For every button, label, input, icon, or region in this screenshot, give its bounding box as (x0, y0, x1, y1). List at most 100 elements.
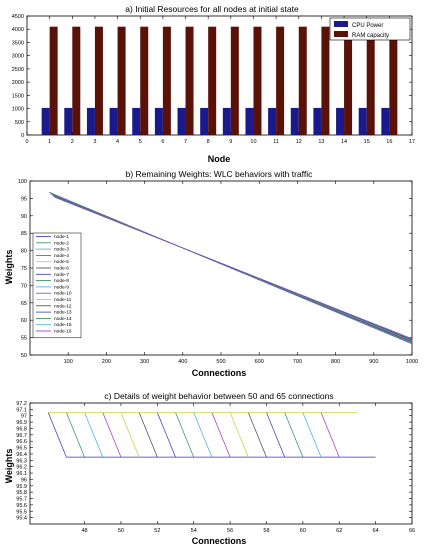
chart-a-xtick-label: 0 (25, 139, 28, 145)
chart-c-ytick-label: 96.6 (16, 439, 27, 445)
chart-b-xtick-label: 800 (331, 359, 340, 365)
chart-c-series-line (138, 412, 158, 458)
chart-a-ytick-label: 1500 (12, 93, 24, 99)
chart-a-ytick-label: 1000 (12, 107, 24, 113)
chart-a-legend (329, 17, 411, 41)
chart-b-ytick-label: 70 (21, 283, 27, 289)
chart-c-series-line (302, 412, 322, 458)
chart-a-ytick-label: 4500 (12, 14, 24, 20)
chart-a-bar-ram (276, 26, 285, 135)
chart-c-xtick-label: 66 (409, 528, 415, 534)
chart-c-ytick-label: 96.1 (16, 471, 27, 477)
chart-b-ytick-label: 60 (21, 318, 27, 324)
chart-b-legend-label: node-12 (54, 303, 72, 309)
chart-a-ytick-label: 3000 (12, 54, 24, 60)
chart-a-bar-cpu (132, 107, 141, 135)
chart-c-plot-area (29, 402, 413, 525)
chart-c-series-line (102, 412, 122, 458)
chart-a-bar-ram (140, 26, 149, 135)
chart-b-legend-label: node-2 (54, 240, 69, 246)
chart-b-legend (32, 232, 82, 339)
chart-c-xtick-label: 60 (300, 528, 306, 534)
chart-a-xtick-label: 11 (273, 139, 279, 145)
chart-a-xtick-label: 13 (318, 139, 324, 145)
chart-a-legend-swatch (334, 21, 348, 27)
chart-c-ytick-label: 95.6 (16, 503, 27, 509)
chart-b-legend-label: node-6 (54, 266, 69, 272)
chart-b-legend-label: node-10 (54, 291, 72, 297)
chart-a-bar-ram (185, 26, 194, 135)
chart-b: 100 200 300 400 500 600 700 800 900 1000 50 55 60 65 7… (18, 179, 418, 365)
chart-a-bar-cpu (290, 107, 299, 135)
chart-c-ytick-label: 96.5 (16, 446, 27, 452)
chart-c-xtick-label: 54 (191, 528, 197, 534)
chart-b-xtick-label: 1000 (406, 359, 418, 365)
chart-a-bar-ram (366, 26, 375, 135)
chart-a-bar-cpu (381, 107, 390, 135)
chart-a-bar-ram (298, 26, 307, 135)
chart-a-bar-ram (208, 26, 217, 135)
chart-b-ytick-label: 100 (18, 179, 27, 185)
chart-a-bar-ram (162, 26, 171, 135)
chart-b-xtick-label: 600 (255, 359, 264, 365)
chart-c-series-line (193, 412, 213, 458)
chart-b-ytick-label: 50 (21, 353, 27, 359)
chart-b-ylabel: Weights (4, 250, 14, 285)
chart-a-xtick-label: 14 (341, 139, 347, 145)
chart-a-bar-ram (344, 26, 353, 135)
chart-a-xtick-label: 6 (161, 139, 164, 145)
chart-a-xtick-label: 15 (364, 139, 370, 145)
chart-a-xtick-label: 17 (409, 139, 415, 145)
chart-b-ytick-label: 55 (21, 336, 27, 342)
chart-c-xtick-label: 52 (154, 528, 160, 534)
chart-c-series-line (175, 412, 195, 458)
chart-c: 48 50 52 54 56 58 60 62 64 66 95.495.595.695.795.8… (16, 401, 415, 534)
chart-c-series-line (47, 412, 376, 458)
chart-c-ytick-label: 96.3 (16, 458, 27, 464)
chart-c-series-line (120, 412, 140, 458)
chart-b-ytick-label: 95 (21, 196, 27, 202)
chart-c-series-line (266, 412, 285, 458)
chart-a-bar-cpu (268, 107, 277, 135)
chart-a-bar-cpu (245, 107, 254, 135)
chart-c-ytick-label: 97.2 (16, 401, 27, 407)
chart-c-ytick-label: 95.4 (16, 516, 27, 522)
chart-c-xtick-label: 50 (118, 528, 124, 534)
chart-b-legend-label: node-9 (54, 284, 69, 290)
chart-c-ytick-label: 97 (21, 414, 27, 420)
chart-a-bar-cpu (154, 107, 163, 135)
chart-b-legend-label: node-15 (54, 322, 72, 328)
chart-b-ytick-label: 80 (21, 249, 27, 255)
chart-c-title: c) Details of weight behavior between 50… (104, 391, 333, 401)
chart-a-legend-label: CPU Power (352, 23, 383, 29)
chart-a-xlabel: Node (208, 154, 231, 164)
chart-c-series-line (84, 412, 104, 458)
chart-a-xtick-label: 1 (48, 139, 51, 145)
chart-a-bar-ram (253, 26, 262, 135)
chart-a-xtick-label: 9 (229, 139, 232, 145)
chart-a-ytick-label: 4000 (12, 27, 24, 33)
chart-a-xtick-label: 5 (139, 139, 142, 145)
chart-a-ytick-label: 3500 (12, 40, 24, 46)
chart-b-xtick-label: 200 (102, 359, 111, 365)
chart-a-xtick-label: 10 (250, 139, 256, 145)
chart-b-xtick-label: 100 (64, 359, 73, 365)
chart-a-bar-ram (94, 26, 103, 135)
chart-b-ytick-label: 90 (21, 214, 27, 220)
chart-a-legend-label: RAM capacity (352, 33, 389, 39)
chart-c-series-line (284, 412, 304, 458)
chart-b-legend-label: node-3 (54, 247, 69, 253)
chart-c-ytick-label: 96.4 (16, 452, 27, 458)
chart-c-xtick-label: 64 (373, 528, 379, 534)
chart-b-title: b) Remaining Weights: WLC behaviors with… (126, 169, 314, 179)
chart-b-legend-label: node-4 (54, 253, 69, 259)
chart-b-legend-label: node-13 (54, 310, 72, 316)
chart-c-ytick-label: 96.8 (16, 426, 27, 432)
chart-b-plot-area (29, 180, 413, 356)
chart-a-bar-ram (117, 26, 126, 135)
chart-c-ytick-label: 97.1 (16, 407, 27, 413)
chart-c-series-line (247, 412, 267, 458)
chart-a-ytick-label: 2000 (12, 80, 24, 86)
chart-a-bar-cpu (64, 107, 73, 135)
